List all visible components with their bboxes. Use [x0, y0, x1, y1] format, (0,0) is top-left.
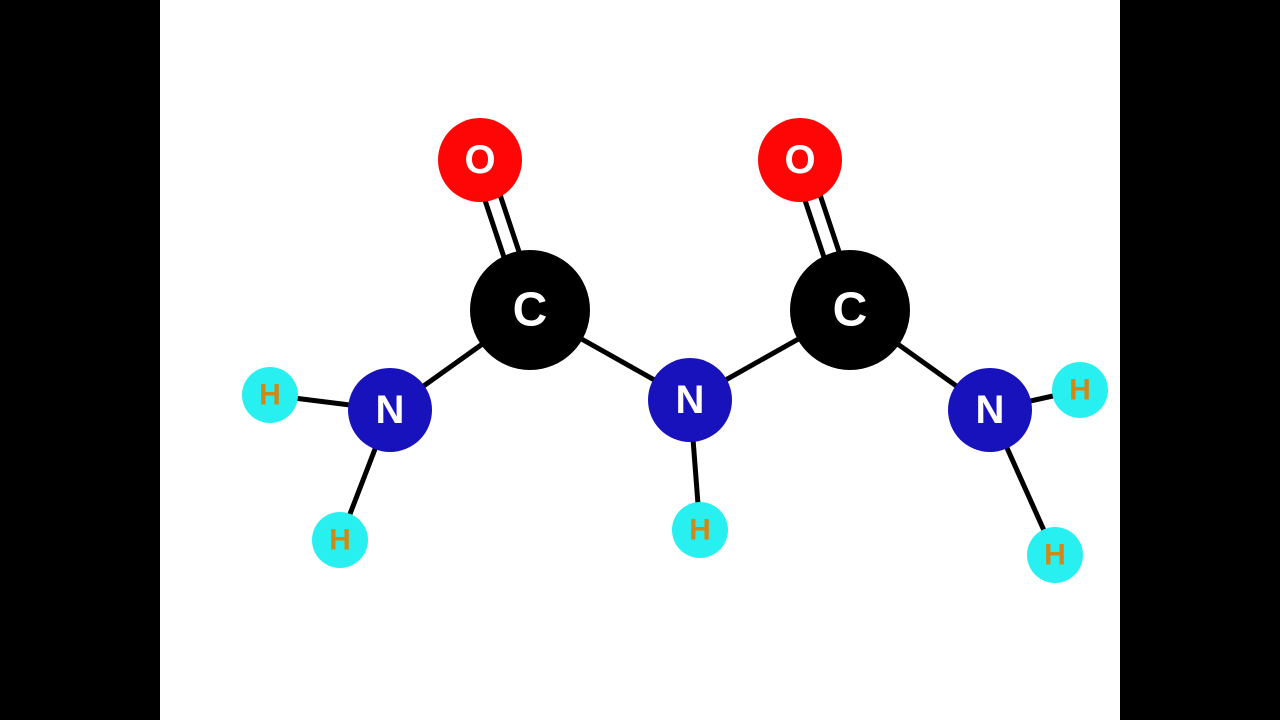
atom-O2: O: [758, 118, 842, 202]
atom-H2: H: [312, 512, 368, 568]
molecule-canvas: C C N N N O O H H H H H: [160, 0, 1120, 720]
atom-label: C: [513, 284, 548, 337]
atom-label: N: [976, 388, 1005, 432]
atom-H4: H: [1027, 527, 1083, 583]
atom-H1: H: [242, 367, 298, 423]
atom-N2: N: [648, 358, 732, 442]
atom-label: N: [676, 378, 705, 422]
atom-label: H: [259, 379, 281, 412]
atom-label: C: [833, 284, 868, 337]
atom-O1: O: [438, 118, 522, 202]
atom-N1: N: [348, 368, 432, 452]
atoms-group: C C N N N O O H H H H H: [242, 118, 1108, 583]
atom-label: H: [329, 524, 351, 557]
atom-H3: H: [672, 502, 728, 558]
atom-label: O: [784, 138, 815, 182]
atom-N3: N: [948, 368, 1032, 452]
molecule-svg: C C N N N O O H H H H H: [160, 0, 1120, 720]
atom-H5: H: [1052, 362, 1108, 418]
atom-label: H: [689, 514, 711, 547]
atom-label: H: [1044, 539, 1066, 572]
atom-C2: C: [790, 250, 910, 370]
atom-label: N: [376, 388, 405, 432]
atom-C1: C: [470, 250, 590, 370]
atom-label: H: [1069, 374, 1091, 407]
bonds-group: [270, 157, 1080, 555]
atom-label: O: [464, 138, 495, 182]
